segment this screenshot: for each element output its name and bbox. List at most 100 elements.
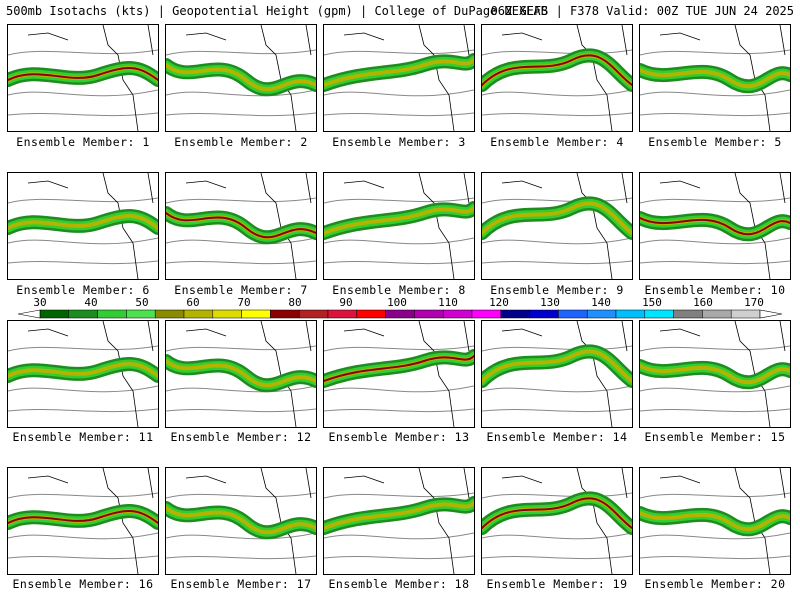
height-contours — [324, 345, 474, 413]
ensemble-member-caption: Ensemble Member: 12 — [170, 430, 312, 444]
ensemble-member-caption: Ensemble Member: 13 — [328, 430, 470, 444]
ensemble-member-panel — [639, 467, 791, 575]
jet-isotach-band — [324, 355, 474, 382]
coastline — [659, 173, 786, 279]
jet-isotach-band — [640, 364, 790, 385]
legend-tick-label: 50 — [135, 296, 149, 309]
legend-swatch — [39, 309, 70, 319]
ensemble-member-panel — [7, 24, 159, 132]
header-title: 500mb Isotachs (kts) | Geopotential Heig… — [6, 4, 548, 18]
jet-isotach-band — [166, 63, 316, 92]
ensemble-member-panel — [481, 320, 633, 428]
height-contours — [324, 197, 474, 265]
jet-isotach-band — [324, 501, 474, 530]
ensemble-member-caption: Ensemble Member: 20 — [644, 577, 786, 591]
coastline — [501, 321, 628, 427]
jet-isotach-band — [482, 497, 632, 529]
height-contours — [166, 49, 316, 117]
legend-swatch — [356, 309, 386, 319]
height-contours — [8, 492, 158, 560]
legend-swatch — [68, 309, 98, 319]
ensemble-member-panel — [7, 172, 159, 280]
height-contours — [324, 492, 474, 560]
height-contours — [482, 492, 632, 560]
jet-isotach-band — [166, 212, 316, 239]
ensemble-member-panel — [323, 24, 475, 132]
legend-swatch — [702, 309, 732, 319]
coastline — [501, 468, 628, 574]
ensemble-member-caption: Ensemble Member: 8 — [332, 283, 466, 297]
legend-swatch — [241, 309, 271, 319]
chart-header: 500mb Isotachs (kts) | Geopotential Heig… — [0, 0, 800, 22]
legend-tick-label: 170 — [744, 296, 764, 309]
member-map — [324, 25, 474, 131]
ensemble-member-caption: Ensemble Member: 5 — [648, 135, 782, 149]
coastline — [501, 25, 628, 131]
ensemble-member-panel — [165, 467, 317, 575]
legend-tick-label: 140 — [591, 296, 611, 309]
jet-isotach-band — [8, 362, 158, 378]
ensemble-member-panel — [481, 172, 633, 280]
coastline — [501, 173, 628, 279]
ensemble-member-caption: Ensemble Member: 3 — [332, 135, 466, 149]
legend-colorbar — [17, 309, 783, 319]
member-map — [8, 173, 158, 279]
ensemble-member-panel — [7, 320, 159, 428]
member-map — [8, 25, 158, 131]
height-contours — [640, 345, 790, 413]
ensemble-member-panel — [7, 467, 159, 575]
legend-swatch — [414, 309, 444, 319]
coastline — [659, 468, 786, 574]
member-map — [640, 25, 790, 131]
jet-isotach-band — [166, 359, 316, 388]
legend-swatch — [442, 309, 473, 319]
legend-swatch — [730, 309, 761, 319]
coastline — [185, 468, 312, 574]
legend-swatch — [558, 309, 588, 319]
ensemble-member-caption: Ensemble Member: 11 — [12, 430, 154, 444]
member-map — [482, 468, 632, 574]
height-contours — [166, 345, 316, 413]
legend-swatch — [500, 309, 530, 319]
height-contours — [8, 49, 158, 117]
legend-tick-label: 110 — [438, 296, 458, 309]
ensemble-member-panel — [639, 320, 791, 428]
height-contours — [640, 197, 790, 265]
jet-isotach-band — [640, 217, 790, 236]
legend-swatch — [270, 309, 300, 319]
legend-swatch — [298, 309, 329, 319]
jet-isotach-band — [482, 349, 632, 383]
ensemble-member-caption: Ensemble Member: 4 — [490, 135, 624, 149]
ensemble-member-caption: Ensemble Member: 10 — [644, 283, 786, 297]
ensemble-member-panel — [165, 172, 317, 280]
ensemble-member-panel — [481, 24, 633, 132]
height-contours — [8, 345, 158, 413]
member-map — [324, 321, 474, 427]
ensemble-member-caption: Ensemble Member: 1 — [16, 135, 150, 149]
member-map — [166, 468, 316, 574]
legend-swatch — [673, 309, 703, 319]
coastline — [659, 321, 786, 427]
ensemble-member-panel — [639, 24, 791, 132]
ensemble-member-caption: Ensemble Member: 16 — [12, 577, 154, 591]
legend-tick-label: 70 — [237, 296, 251, 309]
jet-isotach-band — [8, 67, 158, 81]
ensemble-member-caption: Ensemble Member: 9 — [490, 283, 624, 297]
legend-swatch — [183, 309, 214, 319]
jet-isotach-band — [8, 510, 158, 524]
height-contours — [640, 492, 790, 560]
member-map — [166, 173, 316, 279]
height-contours — [482, 197, 632, 265]
legend-swatch — [126, 309, 156, 319]
legend-tick-label: 90 — [339, 296, 353, 309]
legend-tick-label: 80 — [288, 296, 302, 309]
legend-swatch — [529, 309, 559, 319]
height-contours — [482, 345, 632, 413]
legend-tick-label: 130 — [540, 296, 560, 309]
jet-isotach-band — [482, 54, 632, 86]
isotach-color-legend: 30 40 50 60 70 80 90 100 110 120 130 140 150 160 170 — [0, 296, 800, 322]
ensemble-member-caption: Ensemble Member: 2 — [174, 135, 308, 149]
legend-swatch — [212, 309, 242, 319]
ensemble-member-caption: Ensemble Member: 19 — [486, 577, 628, 591]
legend-swatch — [327, 309, 358, 319]
